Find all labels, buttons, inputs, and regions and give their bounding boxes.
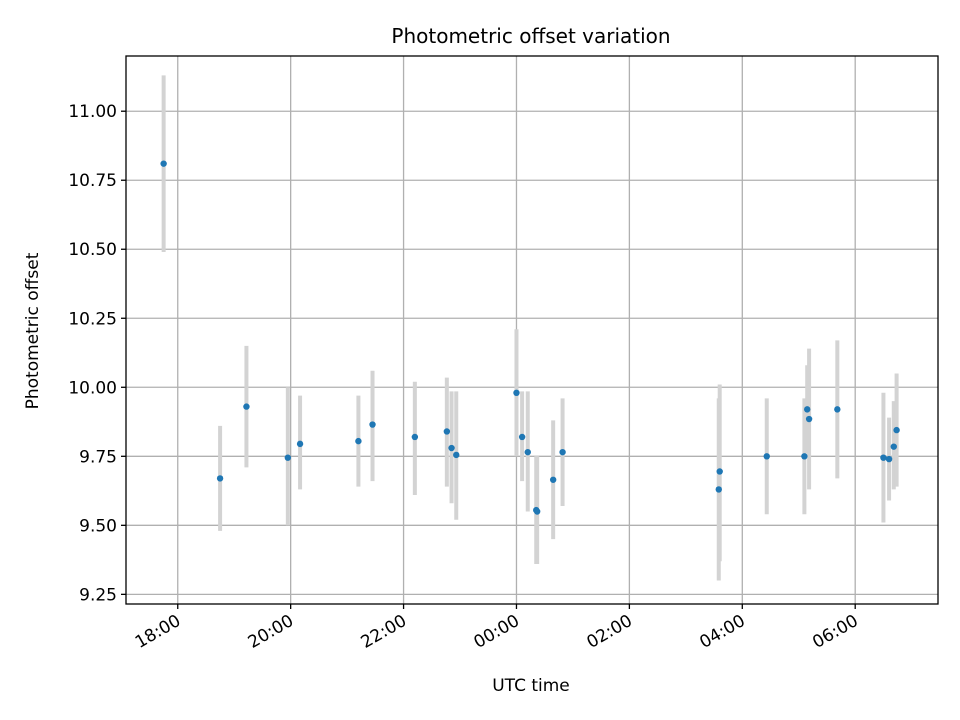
data-point: [513, 389, 520, 397]
data-point: [411, 433, 419, 441]
data-point: [518, 433, 526, 441]
plot-frame: [125, 55, 939, 605]
data-point: [549, 476, 557, 483]
data-point: [893, 426, 900, 434]
data-point: [801, 453, 808, 460]
data-point: [716, 468, 723, 475]
data-point: [443, 428, 451, 435]
y-axis-ticks: 9.25 9.50 9.75 10.00 10.25 10.50 10.75 11.00: [68, 102, 126, 605]
y-tick-label: 10.00: [68, 378, 117, 398]
y-tick-label: 9.50: [79, 516, 117, 536]
y-tick-label: 10.75: [68, 171, 117, 191]
data-point: [715, 486, 722, 493]
data-point: [890, 443, 897, 450]
data-point: [448, 444, 455, 452]
data-point: [805, 415, 813, 423]
data-point: [453, 451, 460, 459]
data-point: [533, 508, 541, 515]
grid-lines: [126, 56, 938, 604]
data-point: [804, 406, 811, 413]
data-point: [296, 440, 304, 448]
data-point: [369, 421, 376, 428]
data-point: [885, 455, 893, 463]
data-point: [160, 160, 167, 167]
y-tick-label: 11.00: [68, 102, 117, 122]
data-point: [834, 406, 841, 413]
data-point: [763, 453, 770, 460]
data-point: [284, 454, 292, 461]
data-point: [559, 448, 566, 456]
y-tick-label: 9.75: [79, 447, 117, 467]
x-axis-label: UTC time: [492, 676, 570, 696]
data-point: [355, 437, 362, 445]
data-point: [880, 454, 887, 461]
y-tick-label: 10.50: [68, 240, 117, 260]
data-point: [243, 403, 250, 410]
data-points: [160, 160, 900, 515]
y-tick-label: 10.25: [68, 309, 117, 329]
data-point: [524, 448, 531, 456]
data-point: [216, 475, 224, 482]
y-axis-label: Photometric offset: [23, 252, 43, 409]
chart-title: Photometric offset variation: [391, 24, 670, 48]
y-tick-label: 9.25: [79, 585, 117, 605]
